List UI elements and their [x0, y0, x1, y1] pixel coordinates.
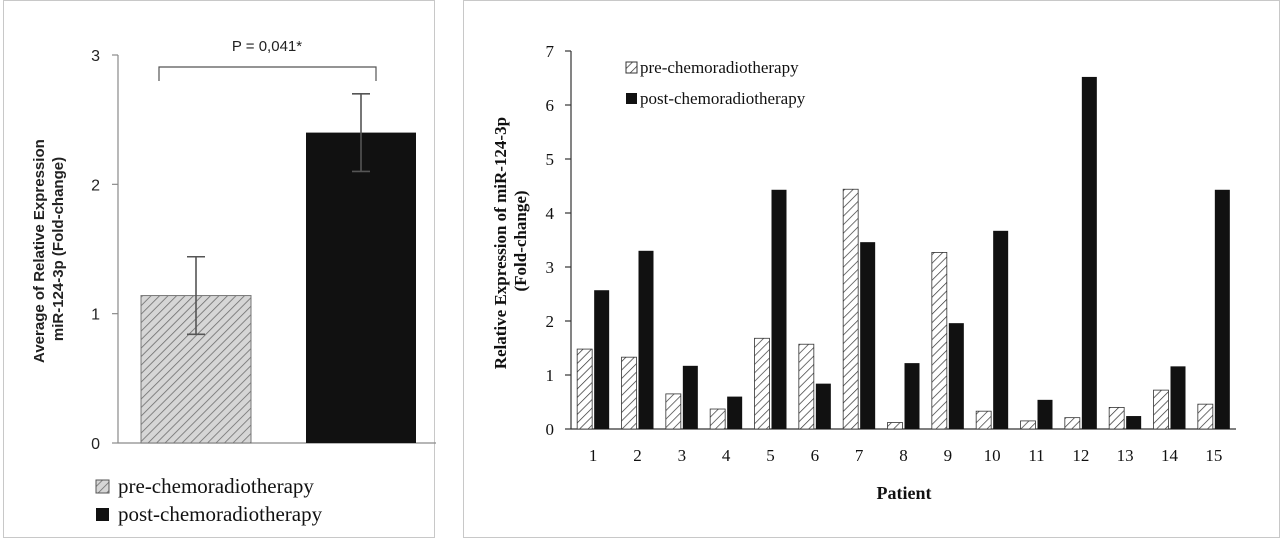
legend-swatch-pre [625, 61, 638, 74]
x-tick-label: 15 [1205, 446, 1222, 465]
y-tick-label: 3 [91, 48, 100, 65]
bar-pre-chemoradiotherapy [842, 188, 859, 430]
y-tick-label: 1 [91, 307, 100, 324]
bar-pre-chemoradiotherapy [1020, 420, 1036, 430]
bar-post-chemoradiotherapy [682, 365, 698, 429]
bar-pre-chemoradiotherapy [754, 337, 770, 430]
bar-post-chemoradiotherapy [993, 230, 1009, 429]
legend-label-pre: pre-chemoradiotherapy [118, 474, 314, 498]
bar-pre-chemoradiotherapy [1064, 417, 1081, 430]
bar-post-chemoradiotherapy [948, 323, 964, 429]
chart-panel-average: Average of Relative Expression miR-124-3… [3, 0, 436, 538]
y-tick-label: 2 [546, 312, 555, 331]
bar-pre-chemoradiotherapy [975, 410, 992, 430]
bar-post-chemoradiotherapy [727, 396, 743, 429]
bar-pre-chemoradiotherapy [665, 393, 682, 430]
y-tick-label: 4 [546, 204, 555, 223]
chart-panel-per-patient: Relative Expression of miR-124-3p (Fold-… [463, 0, 1280, 538]
legend: pre-chemoradiotherapy post-chemoradiothe… [95, 474, 323, 526]
x-tick-label: 6 [811, 446, 820, 465]
legend: pre-chemoradiotherapy post-chemoradiothe… [625, 58, 806, 108]
x-tick-label: 8 [899, 446, 908, 465]
bar-post-chemoradiotherapy [1214, 189, 1230, 429]
x-tick-label: 4 [722, 446, 731, 465]
legend-swatch-post [626, 93, 637, 104]
y-axis-label: Relative Expression of miR-124-3p (Fold-… [491, 113, 530, 370]
bar-pre-chemoradiotherapy [576, 348, 593, 430]
x-tick-label: 2 [633, 446, 642, 465]
bar-post-chemoradiotherapy [1081, 76, 1097, 430]
per-patient-expression-chart: Relative Expression of miR-124-3p (Fold-… [491, 42, 1236, 503]
y-tick-label: 0 [546, 420, 555, 439]
y-tick-label: 6 [546, 96, 555, 115]
bar-post-chemoradiotherapy [860, 242, 876, 429]
significance-bracket [158, 66, 377, 81]
y-tick-label: 0 [91, 436, 100, 453]
y-tick-label: 5 [546, 150, 555, 169]
bar-post-chemoradiotherapy [1126, 416, 1142, 429]
bar-pre-chemoradiotherapy [1153, 389, 1169, 430]
bar-post-chemoradiotherapy [815, 383, 831, 429]
legend-label-pre: pre-chemoradiotherapy [640, 58, 799, 77]
x-tick-label: 11 [1028, 446, 1044, 465]
bar-post-chemoradiotherapy [771, 189, 787, 429]
legend-label-post: post-chemoradiotherapy [118, 502, 323, 526]
bar-post-chemoradiotherapy [1037, 399, 1053, 429]
y-tick-label: 1 [546, 366, 555, 385]
p-value-annotation: P = 0,041* [232, 38, 302, 55]
x-tick-label: 9 [944, 446, 953, 465]
x-tick-label: 13 [1117, 446, 1134, 465]
x-tick-label: 7 [855, 446, 864, 465]
y-axis-label: Average of Relative Expression miR-124-3… [31, 135, 67, 363]
bar-pre-chemoradiotherapy [621, 356, 637, 430]
bar-post-chemoradiotherapy [594, 290, 610, 429]
y-tick-label: 3 [546, 258, 555, 277]
x-tick-label: 10 [984, 446, 1001, 465]
bar-post-chemoradiotherapy [306, 132, 416, 443]
x-tick-label: 14 [1161, 446, 1179, 465]
bar-pre-chemoradiotherapy [709, 408, 726, 430]
average-expression-chart: Average of Relative Expression miR-124-3… [31, 38, 436, 526]
x-tick-label: 3 [678, 446, 687, 465]
legend-swatch-pre [95, 479, 110, 494]
x-tick-label: 12 [1072, 446, 1089, 465]
y-tick-label: 7 [546, 42, 555, 61]
legend-label-post: post-chemoradiotherapy [640, 89, 806, 108]
bar-post-chemoradiotherapy [904, 363, 920, 429]
bar-post-chemoradiotherapy [638, 250, 654, 429]
bar-pre-chemoradiotherapy [1108, 406, 1125, 430]
y-tick-label: 2 [91, 177, 100, 194]
x-axis-label: Patient [877, 483, 932, 503]
bar-post-chemoradiotherapy [1170, 366, 1186, 429]
bar-pre-chemoradiotherapy [1197, 403, 1214, 430]
x-tick-label: 1 [589, 446, 598, 465]
bar-pre-chemoradiotherapy [931, 252, 948, 430]
x-tick-label: 5 [766, 446, 775, 465]
bar-pre-chemoradiotherapy [798, 343, 815, 430]
bar-pre-chemoradiotherapy [887, 422, 903, 430]
legend-swatch-post [96, 508, 109, 521]
